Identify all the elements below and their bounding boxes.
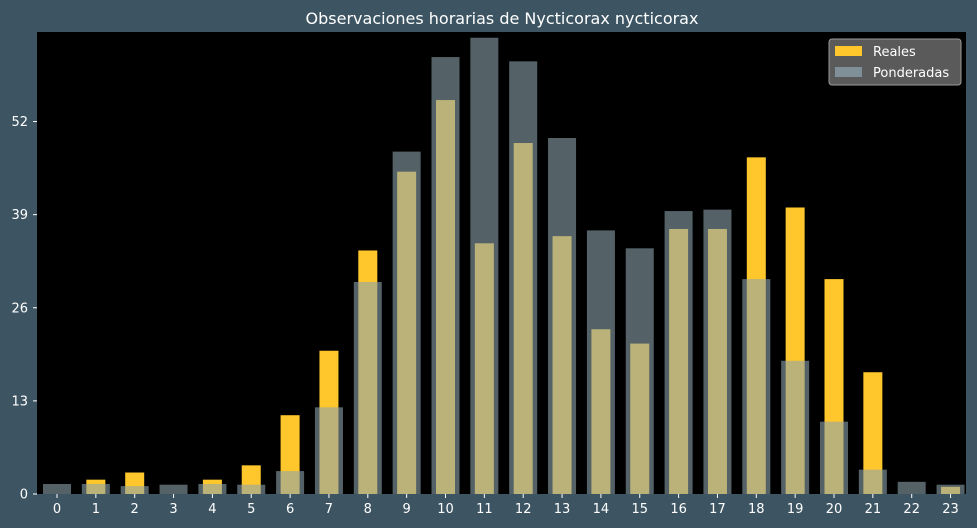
bar-ponderadas-21 — [858, 469, 887, 494]
legend-label-ponderadas: Ponderadas — [873, 66, 949, 81]
bar-ponderadas-8 — [353, 281, 382, 494]
legend-swatch-reales — [835, 46, 862, 56]
x-tick-label-6: 6 — [286, 502, 294, 517]
bar-ponderadas-13 — [548, 138, 577, 494]
bar-ponderadas-14 — [586, 230, 615, 494]
bar-ponderadas-23 — [936, 484, 965, 494]
bar-ponderadas-10 — [431, 57, 460, 495]
bar-ponderadas-12 — [509, 61, 538, 495]
bar-ponderadas-3 — [159, 484, 188, 494]
y-tick-label-26: 26 — [11, 301, 28, 316]
y-tick-label-39: 39 — [11, 208, 28, 223]
x-tick-label-16: 16 — [670, 502, 687, 517]
bar-ponderadas-20 — [820, 421, 848, 494]
bar-ponderadas-7 — [314, 407, 343, 494]
axis-layer: 0 1 2 3 4 5 6 7 8 9 10 11 12 13 14 15 16 17 18 19 20 21 22 2301… — [11, 115, 958, 517]
y-tick-label-13: 13 — [11, 394, 28, 409]
bars-layer — [43, 37, 965, 495]
x-tick-label-15: 15 — [631, 502, 648, 517]
x-tick-label-14: 14 — [593, 502, 610, 517]
x-tick-label-23: 23 — [942, 502, 959, 517]
bar-ponderadas-1 — [81, 483, 110, 494]
bar-ponderadas-9 — [392, 151, 421, 495]
bar-ponderadas-18 — [742, 279, 771, 494]
plot-area — [37, 32, 966, 494]
y-tick-label-52: 52 — [11, 115, 28, 130]
x-tick-label-4: 4 — [208, 502, 216, 517]
x-tick-label-8: 8 — [364, 502, 372, 517]
x-tick-label-2: 2 — [131, 502, 139, 517]
x-tick-label-17: 17 — [709, 502, 726, 517]
x-tick-label-21: 21 — [865, 502, 882, 517]
x-tick-label-0: 0 — [53, 502, 61, 517]
bar-ponderadas-5 — [237, 484, 266, 494]
y-tick-label-0: 0 — [20, 488, 28, 503]
x-tick-label-22: 22 — [903, 502, 920, 517]
bar-ponderadas-15 — [625, 248, 654, 494]
x-tick-label-7: 7 — [325, 502, 333, 517]
legend-label-reales: Reales — [873, 45, 916, 60]
x-tick-label-13: 13 — [554, 502, 571, 517]
x-tick-label-3: 3 — [169, 502, 177, 517]
bar-ponderadas-22 — [897, 481, 926, 494]
x-tick-label-5: 5 — [247, 502, 255, 517]
bar-ponderadas-0 — [43, 483, 71, 494]
bar-ponderadas-4 — [198, 483, 227, 494]
bar-ponderadas-19 — [781, 360, 810, 494]
bar-ponderadas-16 — [664, 211, 693, 494]
chart-title: Observaciones horarias de Nycticorax nyc… — [306, 9, 699, 28]
bar-ponderadas-11 — [470, 37, 499, 495]
bar-ponderadas-6 — [276, 471, 305, 494]
x-tick-label-18: 18 — [748, 502, 765, 517]
x-tick-label-9: 9 — [403, 502, 411, 517]
x-tick-label-19: 19 — [787, 502, 804, 517]
x-tick-label-10: 10 — [437, 502, 454, 517]
x-tick-label-1: 1 — [92, 502, 100, 517]
bar-reales-21 — [863, 372, 883, 494]
x-tick-label-11: 11 — [476, 502, 493, 517]
legend: Reales Ponderadas — [828, 38, 962, 86]
bar-ponderadas-2 — [120, 486, 149, 494]
legend-swatch-ponderadas — [835, 67, 862, 77]
x-tick-label-12: 12 — [515, 502, 532, 517]
bar-ponderadas-17 — [703, 209, 732, 494]
x-tick-label-20: 20 — [826, 502, 843, 517]
